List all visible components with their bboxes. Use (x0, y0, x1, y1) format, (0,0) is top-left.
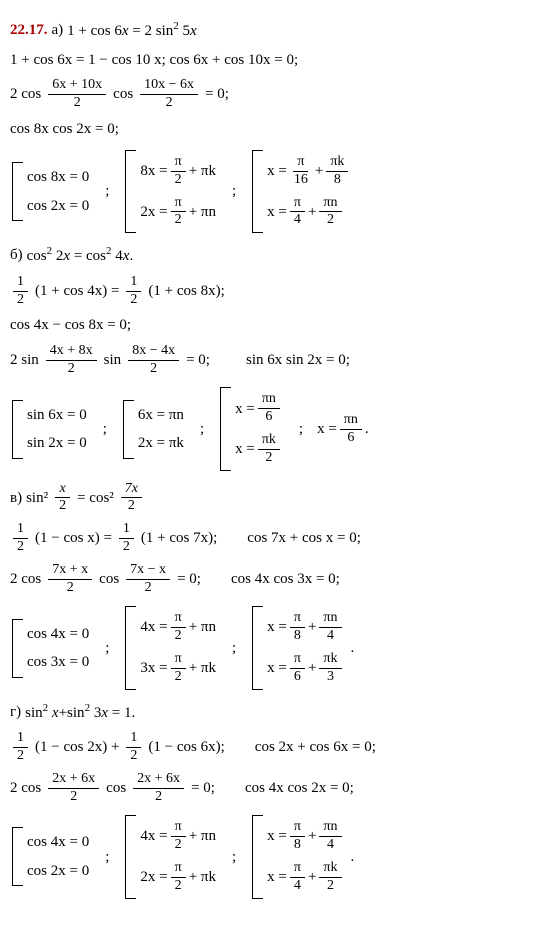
fraction: 6x + 10x2 (48, 77, 106, 112)
bracket: cos 8x = 0 cos 2x = 0 (12, 162, 89, 221)
part-v-half: 12 (1 − cos x) = 12 (1 + cos 7x); cos 7x… (10, 521, 540, 556)
part-b-sumsin: 2 sin 4x + 8x2 sin 8x − 4x2 = 0; sin 6x … (10, 343, 540, 378)
part-a-title: 22.17. а) 1 + cos 6x = 2 sin2 5x (10, 18, 540, 43)
part-v-brackets: cos 4x = 0 cos 3x = 0 ; 4x =π2+ πn 3x =π… (10, 602, 540, 693)
part-b-brackets: sin 6x = 0 sin 2x = 0 ; 6x = πn 2x = πk … (10, 383, 540, 474)
part-a-brackets: cos 8x = 0 cos 2x = 0 ; 8x =π2+ πk 2x =π… (10, 146, 540, 237)
part-v-eq1: в) sin² x2 = cos² 7x2 (10, 481, 540, 516)
part-v-sumcos: 2 cos 7x + x2 cos 7x − x2 = 0; cos 4x co… (10, 562, 540, 597)
part-g-half: 12 (1 − cos 2x) + 12 (1 − cos 6x); cos 2… (10, 730, 540, 765)
bracket: 8x =π2+ πk 2x =π2+ πn (125, 150, 216, 233)
part-a-sumcos: 2 cos 6x + 10x2 cos 10x − 6x2 = 0; (10, 77, 540, 112)
part-g-sumcos: 2 cos 2x + 6x2 cos 2x + 6x2 = 0; cos 4x … (10, 771, 540, 806)
part-b-eq2: cos 4x − cos 8x = 0; (10, 314, 540, 337)
part-b-half: 12 (1 + cos 4x) = 12 (1 + cos 8x); (10, 274, 540, 309)
fraction: 10x − 6x2 (140, 77, 198, 112)
part-a-label: а) (52, 19, 64, 42)
part-a-eq3: cos 8x cos 2x = 0; (10, 118, 540, 141)
bracket: x =π16+πk8 x =π4+πn2 (252, 150, 351, 233)
part-a-eq2: 1 + cos 6x = 1 − cos 10 x; cos 6x + cos … (10, 49, 540, 72)
part-g-brackets: cos 4x = 0 cos 2x = 0 ; 4x =π2+ πn 2x =π… (10, 811, 540, 902)
part-a-eq1: 1 + cos 6x = 2 sin2 5x (67, 18, 197, 43)
problem-number: 22.17. (10, 19, 48, 42)
part-b-eq1: б) cos2 2x = cos2 4x. (10, 243, 540, 268)
part-g-eq1: г) sin2 x+sin2 3x = 1. (10, 700, 540, 725)
